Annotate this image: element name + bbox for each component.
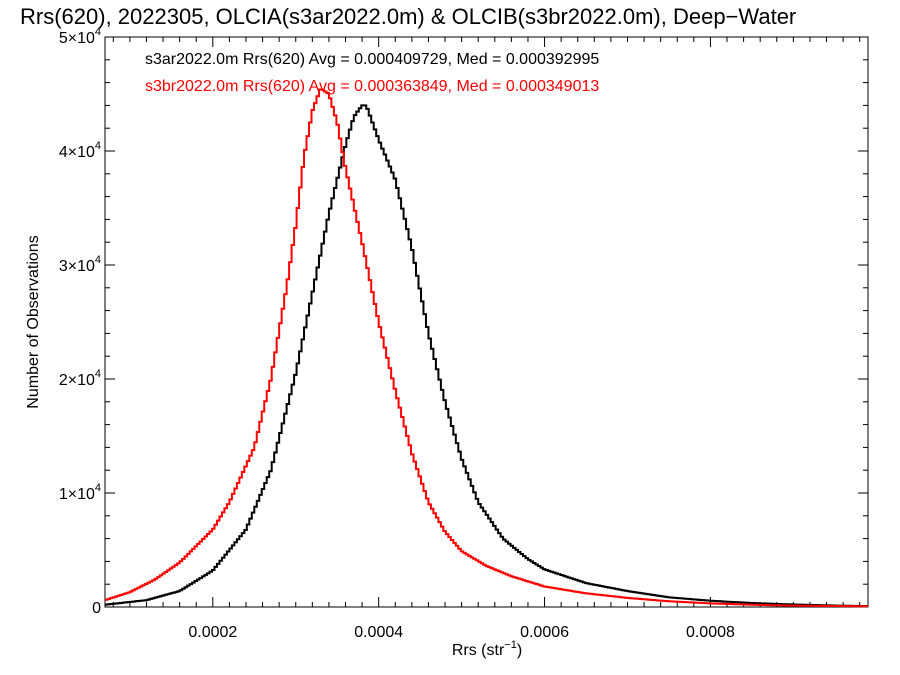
- series-line-0: [105, 104, 868, 608]
- legend-entry-s3ar: s3ar2022.0m Rrs(620) Avg = 0.000409729, …: [145, 51, 599, 68]
- x-tick-label: 0.0002: [188, 624, 237, 641]
- x-axis-label: Rrs (str−1): [452, 639, 522, 659]
- legend-entry-s3br: s3br2022.0m Rrs(620) Avg = 0.000363849, …: [145, 78, 599, 95]
- chart-title: Rrs(620), 2022305, OLCIA(s3ar2022.0m) & …: [20, 4, 796, 29]
- y-tick-label: 2×104: [59, 368, 101, 389]
- x-tick-label: 0.0006: [520, 624, 569, 641]
- x-tick-label: 0.0008: [686, 624, 735, 641]
- series-layer: [105, 88, 868, 608]
- plot-frame: [104, 36, 869, 608]
- series-line-1: [105, 88, 868, 608]
- y-tick-label: 4×104: [59, 140, 101, 161]
- y-axis-ticks: 0 1×104 2×104 3×104 4×104 5×104: [59, 26, 868, 617]
- x-axis-ticks: 0.0002 0.0004 0.0006 0.0008: [112, 37, 861, 641]
- y-tick-label: 1×104: [59, 482, 101, 503]
- y-tick-label: 3×104: [59, 254, 101, 275]
- y-tick-label: 5×104: [59, 26, 101, 47]
- y-axis-label: Number of Observations: [25, 235, 42, 408]
- y-tick-label: 0: [92, 600, 101, 617]
- x-tick-label: 0.0004: [354, 624, 403, 641]
